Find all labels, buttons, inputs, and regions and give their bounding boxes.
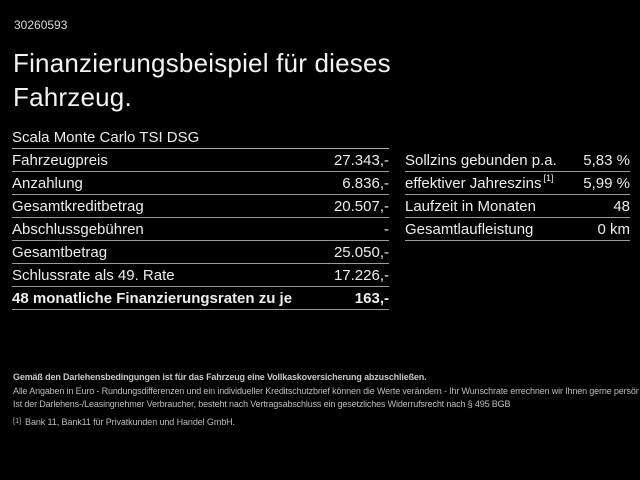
page-title-line2: Fahrzeug. (13, 82, 132, 112)
finance-rows: Fahrzeugpreis 27.343,- Anzahlung 6.836,- Ges… (12, 149, 389, 310)
finance-row-value: 6.836,- (342, 174, 389, 192)
finance-row: Anzahlung 6.836,- (12, 172, 389, 195)
conditions-row: effektiver Jahreszins [1] 5,99 % (405, 172, 630, 195)
conditions-row-label: Sollzins gebunden p.a. (405, 152, 557, 169)
conditions-row-label-text: Gesamtlaufleistung (405, 220, 534, 238)
page-title: Finanzierungsbeispiel für dieses Fahrzeu… (13, 46, 391, 114)
finance-row-label: Abschlussgebühren (12, 221, 144, 238)
conditions-row: Sollzins gebunden p.a. 5,83 % (405, 149, 630, 172)
finance-row-value: 163,- (354, 289, 389, 307)
finance-row-value: 20.507,- (333, 197, 389, 215)
vehicle-model: Scala Monte Carlo TSI DSG (12, 128, 200, 146)
finance-row-label: Gesamtbetrag (12, 244, 107, 261)
finance-row-label: 48 monatliche Finanzierungsraten zu je (12, 290, 292, 307)
conditions-row: Laufzeit in Monaten 48 (405, 195, 630, 218)
bank-footnote: [1] Bank 11, Bank11 für Privatkunden und … (13, 416, 235, 427)
conditions-row-label: Gesamtlaufleistung (405, 221, 533, 238)
finance-row-label-text: Fahrzeugpreis (12, 151, 108, 169)
finance-row: 48 monatliche Finanzierungsraten zu je 16… (12, 287, 389, 310)
finance-row-value: 25.050,- (333, 243, 389, 261)
finance-row-label-text: Gesamtkreditbetrag (12, 197, 144, 215)
finance-row-label: Fahrzeugpreis (12, 152, 108, 169)
finance-row-label-text: Anzahlung (12, 174, 83, 192)
finance-row: Fahrzeugpreis 27.343,- (12, 149, 389, 172)
conditions-row-value: 5,83 % (583, 151, 630, 169)
fine-print-euro-note: Alle Angaben in Euro - Rundungsdifferenz… (13, 385, 639, 396)
finance-row-value: 27.343,- (333, 151, 389, 169)
conditions-row-label-text: effektiver Jahreszins (405, 175, 542, 192)
finance-row-value: 17.226,- (333, 266, 389, 284)
vehicle-model-row: Scala Monte Carlo TSI DSG (12, 126, 389, 149)
vehicle-id: 30260593 (14, 18, 68, 32)
fine-print: Gemäß den Darlehensbedingungen ist für d… (13, 371, 639, 412)
fine-print-insurance-note: Gemäß den Darlehensbedingungen ist für d… (13, 372, 427, 382)
finance-row-label: Anzahlung (12, 175, 83, 192)
finance-row: Gesamtkreditbetrag 20.507,- (12, 195, 389, 218)
conditions-row-value: 5,99 % (583, 174, 630, 192)
finance-row-label-text: 48 monatliche Finanzierungsraten zu je (12, 289, 293, 307)
finance-row-label: Gesamtkreditbetrag (12, 198, 144, 215)
conditions-row-label: Laufzeit in Monaten (405, 198, 536, 215)
page-title-line1: Finanzierungsbeispiel für dieses (13, 48, 391, 78)
finance-row-label-text: Abschlussgebühren (12, 220, 144, 238)
finance-table: Scala Monte Carlo TSI DSG Fahrzeugpreis 2… (12, 126, 389, 310)
finance-row: Abschlussgebühren - (12, 218, 389, 241)
finance-row-label-text: Schlussrate als 49. Rate (12, 266, 175, 284)
finance-row-label-text: Gesamtbetrag (12, 243, 108, 261)
fine-print-withdrawal-note: Ist der Darlehens-/Leasingnehmer Verbrau… (13, 399, 511, 409)
conditions-row-label-text: Sollzins gebunden p.a. (405, 151, 557, 169)
conditions-row: Gesamtlaufleistung 0 km (405, 218, 630, 241)
footnote-marker: [1] (13, 416, 22, 425)
conditions-row-value: 48 (613, 197, 630, 215)
conditions-rows: Sollzins gebunden p.a. 5,83 % effektiver J… (405, 149, 630, 241)
footnote-text: Bank 11, Bank11 für Privatkunden und Han… (25, 417, 235, 427)
conditions-row-footnote-superscript: [1] (543, 173, 554, 183)
finance-row: Schlussrate als 49. Rate 17.226,- (12, 264, 389, 287)
conditions-row-value: 0 km (597, 220, 630, 238)
conditions-row-label-text: Laufzeit in Monaten (405, 197, 536, 215)
finance-row-label: Schlussrate als 49. Rate (12, 267, 175, 284)
conditions-row-label: effektiver Jahreszins [1] (405, 173, 554, 192)
conditions-table: Sollzins gebunden p.a. 5,83 % effektiver J… (405, 149, 630, 241)
finance-row-value: - (384, 220, 389, 238)
finance-row: Gesamtbetrag 25.050,- (12, 241, 389, 264)
